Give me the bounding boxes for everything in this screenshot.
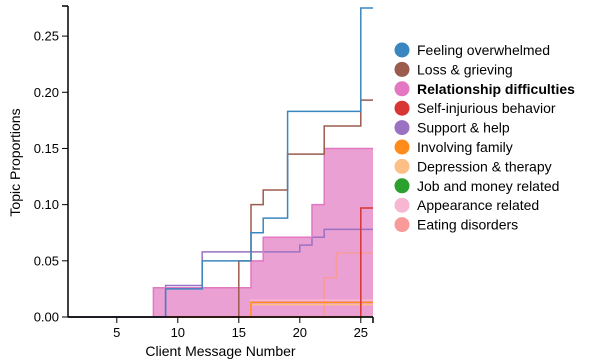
legend-label: Support & help [417, 120, 510, 136]
legend-item-loss-and-grieving[interactable]: Loss & grieving [394, 61, 513, 77]
y-tick-label: 0.15 [34, 141, 59, 156]
legend-label: Job and money related [417, 178, 559, 194]
x-tick-label: 20 [293, 325, 307, 340]
legend-label: Appearance related [417, 197, 539, 213]
legend-label: Eating disorders [417, 217, 518, 233]
legend-swatch [394, 81, 410, 97]
legend-item-eating-disorders[interactable]: Eating disorders [394, 217, 519, 233]
y-tick-label: 0.25 [34, 29, 59, 44]
legend-label: Depression & therapy [417, 158, 552, 174]
legend: Feeling overwhelmed Loss & grieving Relati… [394, 42, 576, 233]
legend-swatch [394, 158, 410, 174]
legend-swatch [394, 100, 410, 116]
axes: 0.00 0.05 0.10 0.15 0.20 0.25 5 10 15 20 25 [34, 5, 374, 340]
x-tick-label: 15 [232, 325, 246, 340]
x-tick-label: 5 [113, 325, 120, 340]
legend-item-appearance-related[interactable]: Appearance related [394, 197, 540, 213]
y-tick-label: 0.20 [34, 85, 59, 100]
legend-swatch [394, 61, 410, 77]
x-axis-title: Client Message Number [145, 343, 296, 359]
plot-area [68, 7, 373, 318]
y-tick-label: 0.00 [34, 310, 59, 325]
legend-item-relationship-difficulties[interactable]: Relationship difficulties [394, 81, 576, 97]
legend-label: Involving family [417, 139, 513, 155]
legend-item-job-and-money-related[interactable]: Job and money related [394, 178, 560, 194]
legend-label: Loss & grieving [417, 61, 513, 77]
x-tick-label: 10 [171, 325, 185, 340]
legend-swatch [394, 120, 410, 136]
y-axis-title: Topic Proportions [7, 108, 23, 216]
legend-item-feeling-overwhelmed[interactable]: Feeling overwhelmed [394, 42, 551, 58]
legend-swatch [394, 42, 410, 58]
legend-item-involving-family[interactable]: Involving family [394, 139, 513, 155]
y-tick-label: 0.05 [34, 253, 59, 268]
legend-swatch [394, 139, 410, 155]
y-tick-label: 0.10 [34, 197, 59, 212]
legend-swatch [394, 178, 410, 194]
legend-label: Feeling overwhelmed [417, 42, 550, 58]
legend-swatch [394, 197, 410, 213]
x-tick-label: 25 [354, 325, 368, 340]
legend-item-support-and-help[interactable]: Support & help [394, 120, 510, 136]
legend-item-depression-and-therapy[interactable]: Depression & therapy [394, 158, 552, 174]
legend-label: Relationship difficulties [417, 81, 575, 97]
area-relationship-difficulties [68, 148, 373, 317]
legend-swatch [394, 217, 410, 233]
legend-label: Self-injurious behavior [417, 100, 556, 116]
legend-item-self-injurious-behavior[interactable]: Self-injurious behavior [394, 100, 556, 116]
